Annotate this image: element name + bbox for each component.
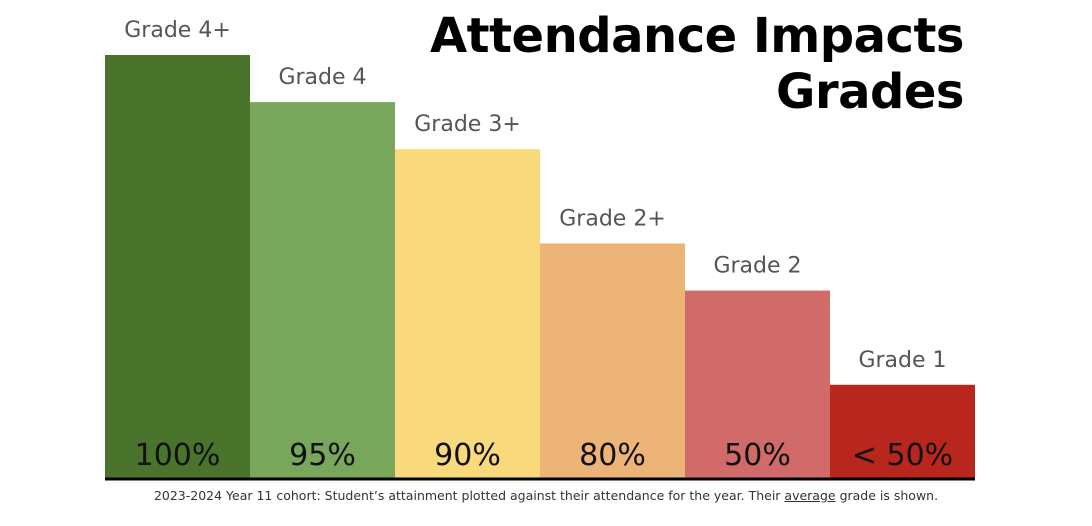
attendance-tick-label: 95%: [289, 438, 356, 473]
chart-caption: 2023-2024 Year 11 cohort: Student’s atta…: [0, 488, 1092, 503]
grade-data-label: Grade 3+: [414, 112, 521, 137]
grade-data-label: Grade 4+: [124, 18, 231, 43]
bar-1: [250, 102, 395, 479]
bar-5: [830, 384, 975, 479]
attendance-tick-label: 100%: [135, 438, 221, 473]
attendance-tick-label: 90%: [434, 438, 501, 473]
attendance-tick-label: 50%: [724, 438, 791, 473]
grade-data-label: Grade 1: [858, 348, 946, 373]
bar-2: [395, 149, 540, 479]
grade-data-label: Grade 4: [278, 65, 366, 90]
bars-group: Grade 4+ 100% Grade 4 95% Grade 3+ 90% Grade 2…: [105, 18, 975, 479]
bar-4: [685, 290, 830, 479]
grade-data-label: Grade 2+: [559, 206, 666, 231]
attendance-tick-label: 80%: [579, 438, 646, 473]
chart-title-line-1: Attendance Impacts: [430, 8, 965, 64]
caption-text-start: 2023-2024 Year 11 cohort: Student’s atta…: [153, 488, 785, 503]
chart-title-line-2: Grades: [776, 64, 964, 120]
caption-text-end: grade is shown.: [835, 488, 939, 503]
chart-title: Attendance Impacts Grades: [430, 8, 965, 120]
grade-data-label: Grade 2: [713, 254, 801, 279]
bar-3: [540, 243, 685, 479]
bar-0: [105, 55, 250, 479]
caption-text-emphasis: average: [784, 488, 836, 503]
attendance-tick-label: < 50%: [852, 438, 953, 473]
